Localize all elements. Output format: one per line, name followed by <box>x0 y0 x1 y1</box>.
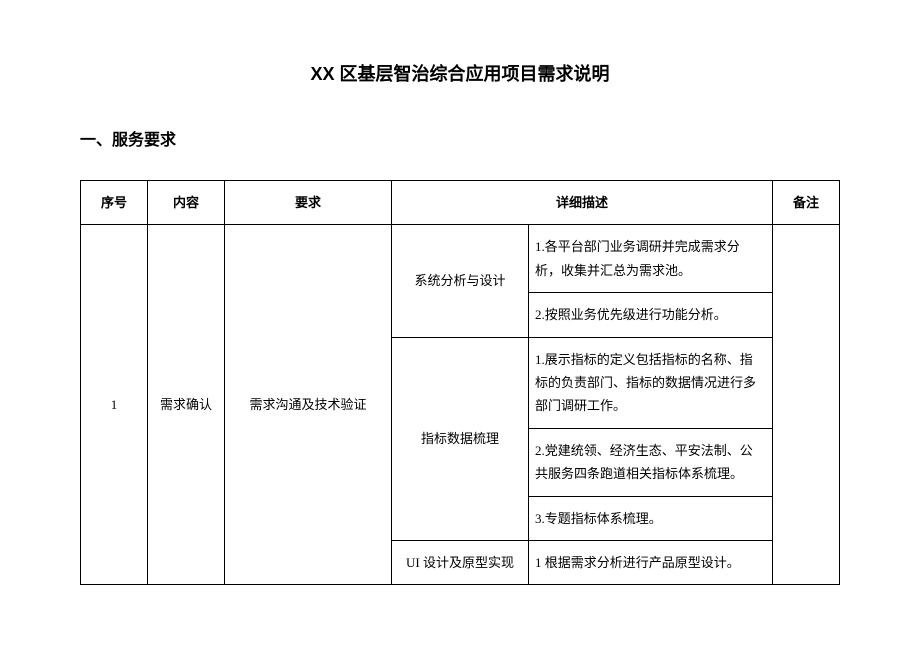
cell-sub: 系统分析与设计 <box>392 225 529 337</box>
header-seq: 序号 <box>81 181 148 225</box>
cell-detail: 1 根据需求分析进行产品原型设计。 <box>529 540 773 584</box>
cell-remark <box>773 225 840 585</box>
cell-detail: 3.专题指标体系梳理。 <box>529 496 773 540</box>
cell-detail: 2.党建统领、经济生态、平安法制、公共服务四条跑道相关指标体系梳理。 <box>529 428 773 496</box>
requirements-table: 序号 内容 要求 详细描述 备注 1 需求确认 需求沟通及技术验证 系统分析与设… <box>80 180 840 585</box>
cell-detail: 1.各平台部门业务调研并完成需求分析，收集并汇总为需求池。 <box>529 225 773 293</box>
table-row: 1 需求确认 需求沟通及技术验证 系统分析与设计 1.各平台部门业务调研并完成需… <box>81 225 840 293</box>
cell-detail: 2.按照业务优先级进行功能分析。 <box>529 293 773 337</box>
section-header: 一、服务要求 <box>80 126 840 150</box>
cell-content: 需求确认 <box>148 225 225 585</box>
cell-sub: 指标数据梳理 <box>392 337 529 540</box>
document-title: XX 区基层智治综合应用项目需求说明 <box>80 60 840 86</box>
header-requirement: 要求 <box>225 181 392 225</box>
table-header-row: 序号 内容 要求 详细描述 备注 <box>81 181 840 225</box>
header-remark: 备注 <box>773 181 840 225</box>
cell-detail: 1.展示指标的定义包括指标的名称、指标的负责部门、指标的数据情况进行多部门调研工… <box>529 337 773 428</box>
header-content: 内容 <box>148 181 225 225</box>
header-detail: 详细描述 <box>392 181 773 225</box>
cell-sub: UI 设计及原型实现 <box>392 540 529 584</box>
cell-requirement: 需求沟通及技术验证 <box>225 225 392 585</box>
cell-seq: 1 <box>81 225 148 585</box>
